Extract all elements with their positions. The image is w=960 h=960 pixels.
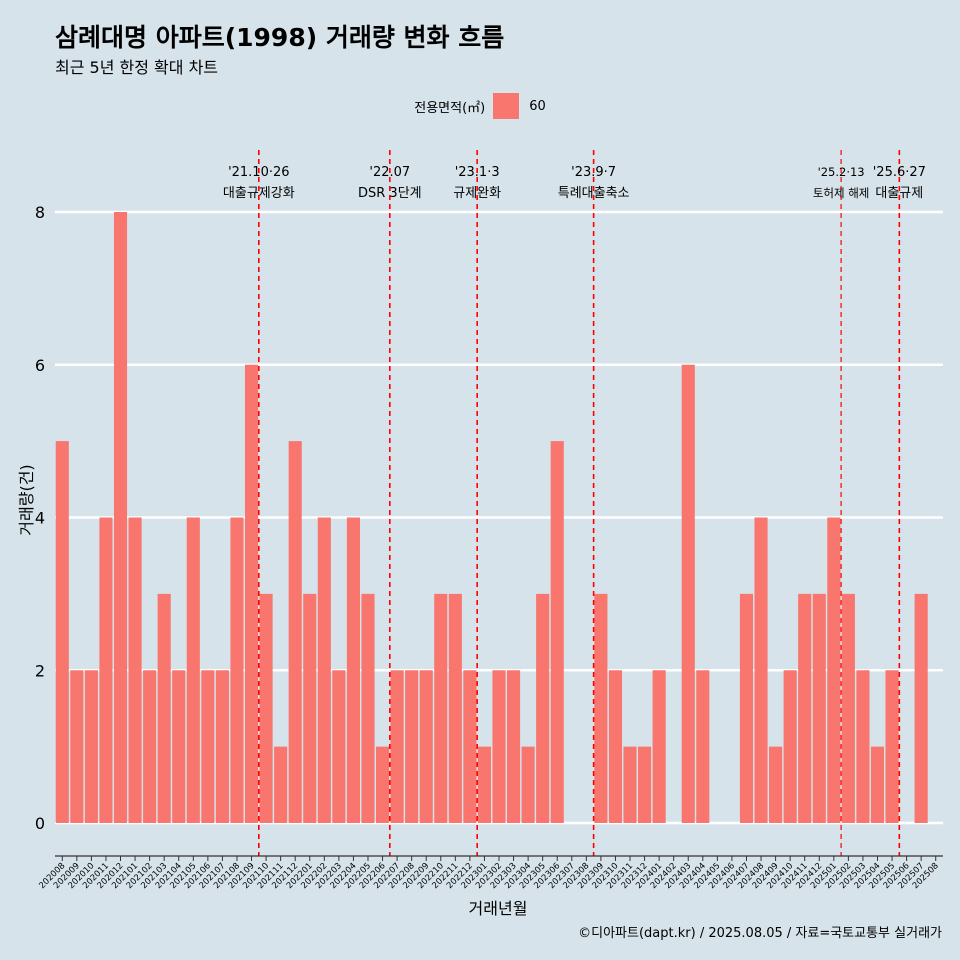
event-date: '22.07	[369, 165, 410, 180]
bar	[754, 517, 768, 823]
bar	[856, 670, 870, 823]
bar	[521, 746, 535, 823]
bar	[739, 593, 754, 823]
bar	[259, 593, 273, 823]
event-date: '25.2·13	[818, 165, 865, 179]
x-axis-label: 거래년월	[469, 899, 528, 918]
event-date: '21.10·26	[228, 165, 289, 180]
legend: 전용면적(㎡) 60	[0, 93, 960, 119]
bar	[783, 670, 797, 823]
bar	[827, 517, 841, 823]
bar	[172, 670, 186, 823]
legend-item-label: 60	[529, 98, 546, 114]
event-date: '23.9·7	[571, 165, 616, 180]
legend-title: 전용면적(㎡)	[414, 100, 486, 116]
bar	[841, 593, 855, 823]
bar	[463, 670, 477, 823]
event-label: 특례대출축소	[558, 186, 630, 201]
bar	[346, 517, 360, 823]
bar	[361, 593, 375, 823]
bar	[143, 670, 157, 823]
bar	[870, 746, 885, 823]
bar	[608, 670, 623, 823]
bar	[317, 517, 331, 823]
bar	[288, 441, 302, 823]
bar	[201, 670, 215, 823]
y-tick-label: 6	[35, 356, 45, 375]
bar	[507, 670, 521, 823]
bar	[536, 593, 550, 823]
y-tick-label: 4	[35, 509, 45, 528]
bar	[230, 517, 244, 823]
bar	[128, 517, 142, 823]
bar	[434, 593, 448, 823]
bar	[623, 746, 637, 823]
bar	[492, 670, 506, 823]
event-date: '23.1·3	[455, 165, 500, 180]
bar	[303, 593, 317, 823]
bar	[244, 364, 259, 823]
bar	[638, 746, 652, 823]
bar	[652, 670, 666, 823]
y-axis-label: 거래량(건)	[17, 464, 36, 535]
bar	[332, 670, 346, 823]
y-tick-label: 0	[35, 814, 45, 833]
bar	[419, 670, 433, 823]
y-tick-label: 2	[35, 661, 45, 680]
bar	[157, 593, 171, 823]
bar	[55, 441, 69, 823]
bar	[798, 593, 812, 823]
bar	[885, 670, 899, 823]
bar	[84, 670, 98, 823]
bar	[696, 670, 710, 823]
bar	[550, 441, 564, 823]
bar	[186, 517, 200, 823]
event-label: 토허제 해제	[813, 186, 870, 200]
event-label: 대출규제	[875, 186, 923, 201]
bar	[113, 212, 128, 823]
bar	[448, 593, 462, 823]
chart-subtitle: 최근 5년 한정 확대 차트	[55, 58, 219, 77]
bar	[390, 670, 404, 823]
event-label: 규제완화	[453, 186, 501, 201]
bar	[70, 670, 84, 823]
legend-swatch	[493, 93, 520, 119]
event-label: 대출규제강화	[223, 186, 295, 201]
bar	[681, 364, 695, 823]
bar	[274, 746, 288, 823]
bar	[812, 593, 826, 823]
event-date: '25.6·27	[873, 165, 926, 180]
bar	[477, 746, 491, 823]
y-tick-label: 8	[35, 203, 45, 222]
bar	[215, 670, 229, 823]
chart-title: 삼례대명 아파트(1998) 거래량 변화 흐름	[55, 23, 505, 52]
bar	[405, 670, 419, 823]
source-caption: ©디아파트(dapt.kr) / 2025.08.05 / 자료=국토교통부 실…	[578, 926, 942, 941]
bar	[99, 517, 113, 823]
event-label: DSR 3단계	[358, 186, 422, 201]
bar	[594, 593, 608, 823]
bar	[769, 746, 783, 823]
bar	[914, 593, 928, 823]
bar	[375, 746, 390, 823]
